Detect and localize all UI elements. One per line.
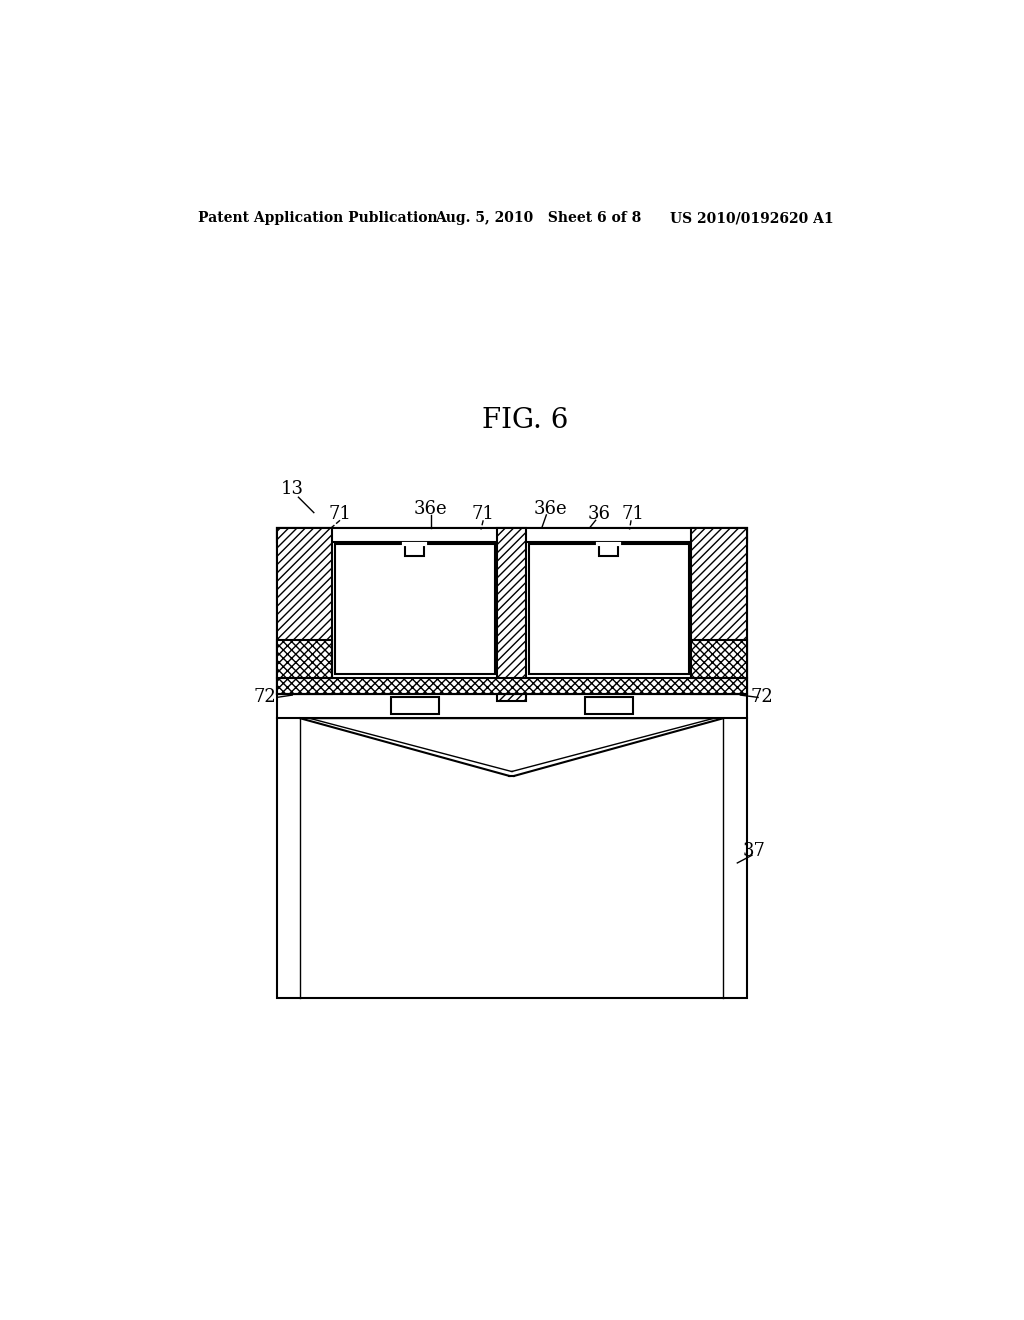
Text: US 2010/0192620 A1: US 2010/0192620 A1 xyxy=(670,211,834,226)
Bar xyxy=(497,528,526,701)
Bar xyxy=(276,640,333,678)
Text: FIG. 6: FIG. 6 xyxy=(481,407,568,434)
Bar xyxy=(599,544,618,556)
Text: 13: 13 xyxy=(281,480,304,499)
Bar xyxy=(276,528,746,543)
Bar xyxy=(276,678,746,693)
Text: Patent Application Publication: Patent Application Publication xyxy=(199,211,438,226)
Text: 71: 71 xyxy=(329,506,351,523)
Bar xyxy=(406,544,424,556)
Bar xyxy=(276,528,333,693)
Bar xyxy=(528,544,689,675)
Bar xyxy=(585,697,633,714)
Bar xyxy=(691,528,746,693)
Text: 36e: 36e xyxy=(534,500,567,517)
Text: 36: 36 xyxy=(587,506,610,523)
Text: 36e: 36e xyxy=(414,500,447,517)
Text: 71: 71 xyxy=(622,506,644,523)
Bar xyxy=(335,544,495,675)
Text: Aug. 5, 2010   Sheet 6 of 8: Aug. 5, 2010 Sheet 6 of 8 xyxy=(435,211,641,226)
Text: 71: 71 xyxy=(472,506,495,523)
Bar xyxy=(691,640,746,678)
Bar xyxy=(276,528,746,998)
Text: 72: 72 xyxy=(751,689,773,706)
Bar xyxy=(391,697,438,714)
Text: 37: 37 xyxy=(742,842,766,861)
Text: 72: 72 xyxy=(254,689,276,706)
